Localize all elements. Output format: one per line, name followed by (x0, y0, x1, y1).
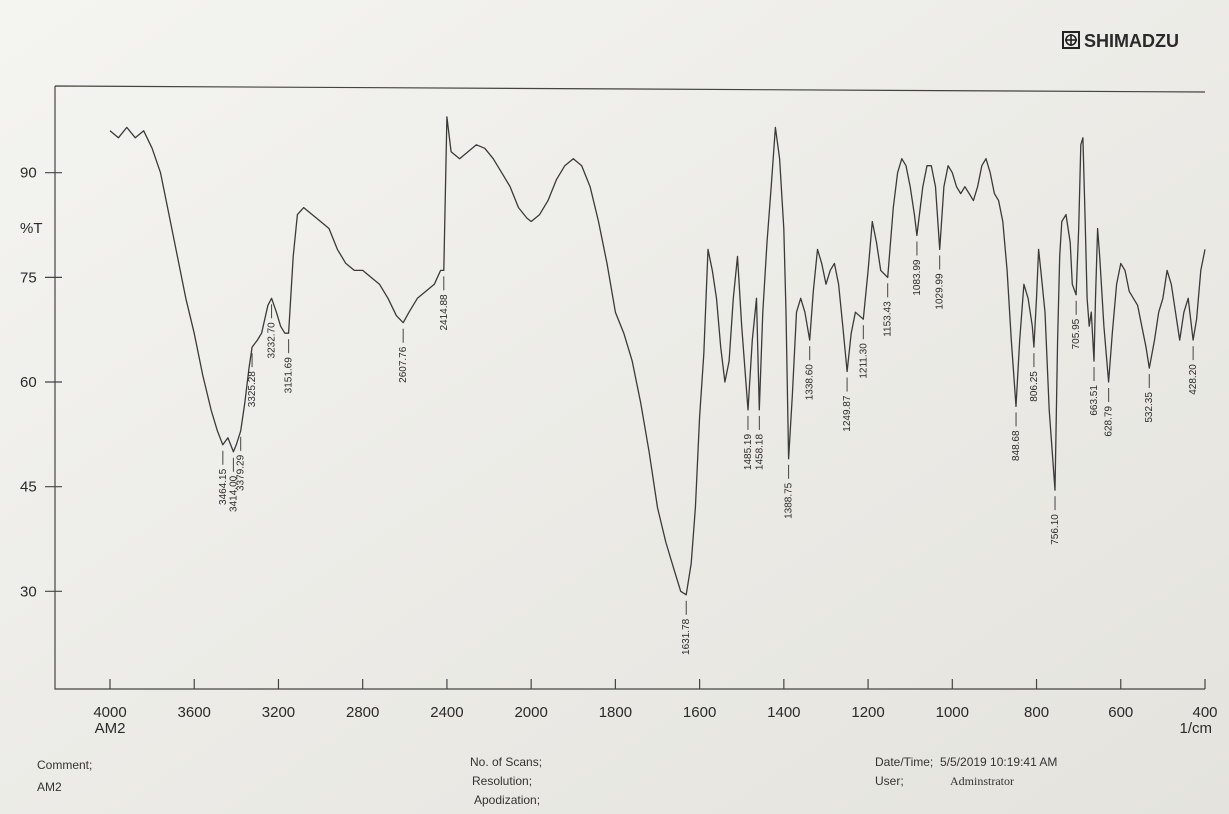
y-tick-label: 45 (20, 479, 37, 496)
x-tick-label: 1600 (683, 704, 716, 721)
x-tick-label: 1200 (851, 704, 884, 721)
x-axis-label: 1/cm (1179, 720, 1212, 737)
peak-label: 663.51 (1089, 385, 1100, 416)
x-tick-label: 800 (1024, 704, 1049, 721)
peak-label: 2414.88 (439, 294, 450, 331)
y-tick-label: 75 (20, 269, 37, 286)
apodization-label: Apodization; (474, 793, 540, 807)
x-tick-label: 2800 (346, 704, 379, 721)
peak-label: 756.10 (1050, 514, 1061, 545)
x-tick-label: 1400 (767, 704, 800, 721)
peak-label: 1631.78 (681, 618, 692, 655)
y-tick-label: 30 (20, 583, 37, 600)
peak-label: 806.25 (1029, 371, 1040, 402)
peak-label: 3379.29 (236, 454, 247, 491)
x-tick-label: 600 (1108, 704, 1133, 721)
peak-label: 1458.18 (754, 433, 765, 470)
x-tick-label: 2400 (430, 704, 463, 721)
comment-value: AM2 (37, 780, 62, 794)
peak-label: 848.68 (1011, 430, 1022, 461)
peak-label: 1388.75 (784, 482, 795, 519)
scans-label: No. of Scans; (470, 755, 542, 769)
chart: SHIMADZU %T 1/cm AM2 Comment; AM2 No. of… (0, 0, 1229, 814)
page: SHIMADZU %T 1/cm AM2 Comment; AM2 No. of… (0, 0, 1229, 814)
x-tick-label: 1800 (599, 704, 632, 721)
peak-label: 2607.76 (398, 346, 409, 383)
paper (0, 0, 1229, 814)
peak-label: 1153.43 (883, 301, 894, 337)
x-tick-label: 3600 (178, 704, 211, 721)
user-label: User; (875, 774, 904, 788)
peak-label: 1211.30 (858, 343, 869, 379)
peak-label: 532.35 (1144, 392, 1155, 423)
peak-label: 3151.69 (284, 357, 295, 394)
comment-label: Comment; (37, 758, 92, 772)
peak-label: 3325.28 (247, 371, 258, 408)
sample-name: AM2 (95, 720, 126, 737)
y-tick-label: 90 (20, 165, 37, 182)
x-tick-label: 1000 (936, 704, 969, 721)
peak-label: 1485.19 (743, 433, 754, 470)
brand: SHIMADZU (1084, 31, 1179, 51)
peak-label: 705.95 (1071, 318, 1082, 349)
datetime-value: 5/5/2019 10:19:41 AM (940, 755, 1057, 769)
x-tick-label: 3200 (262, 704, 295, 721)
peak-label: 428.20 (1188, 364, 1199, 395)
peak-label: 1083.99 (912, 259, 923, 296)
x-tick-label: 400 (1192, 704, 1217, 721)
peak-label: 1029.99 (935, 273, 946, 310)
peak-label: 628.79 (1104, 406, 1115, 437)
peak-label: 3464.15 (218, 468, 229, 505)
resolution-label: Resolution; (472, 774, 532, 788)
datetime-label: Date/Time; (875, 755, 933, 769)
y-axis-label: %T (20, 220, 43, 237)
x-tick-label: 4000 (93, 704, 126, 721)
peak-label: 1338.60 (805, 364, 816, 401)
peak-label: 1249.87 (842, 395, 853, 432)
x-tick-label: 2000 (514, 704, 547, 721)
user-value: Adminstrator (950, 774, 1014, 788)
y-tick-label: 60 (20, 374, 37, 391)
peak-label: 3232.70 (267, 322, 278, 359)
